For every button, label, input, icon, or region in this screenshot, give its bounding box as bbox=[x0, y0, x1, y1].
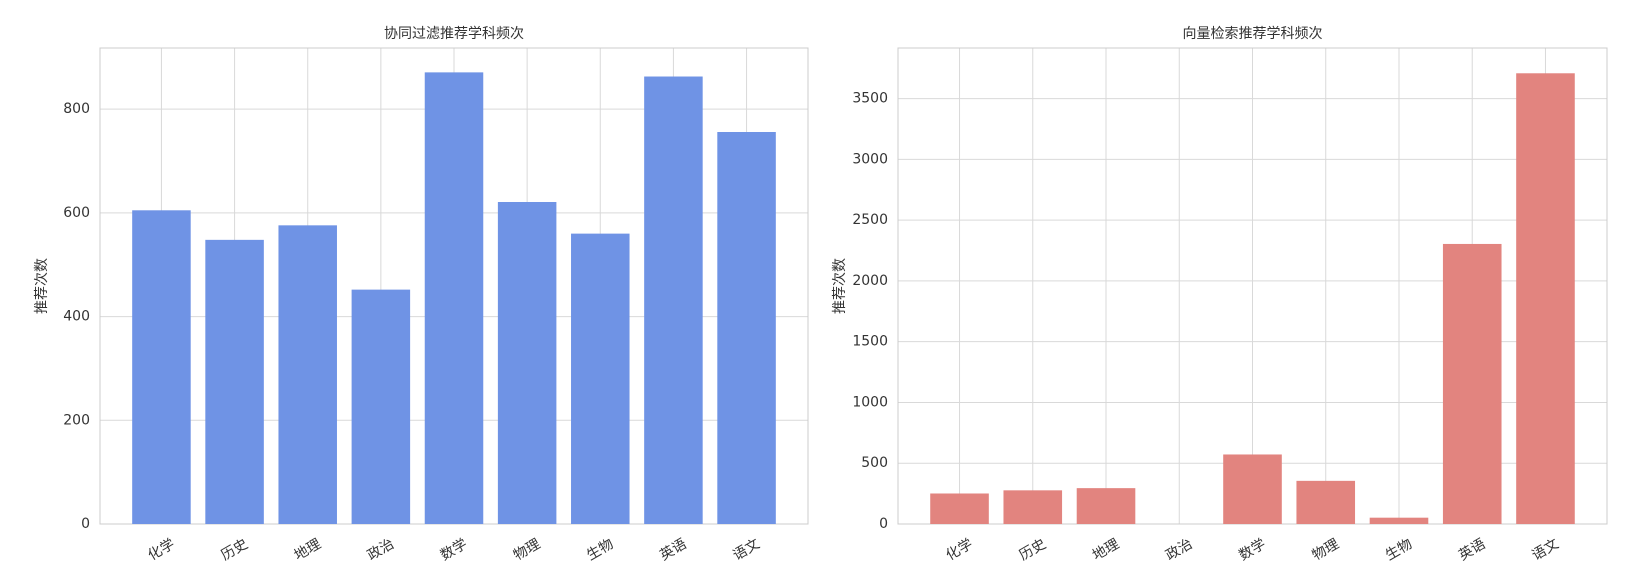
x-tick-label: 政治 bbox=[365, 536, 397, 564]
bar bbox=[205, 239, 264, 524]
y-tick-label: 400 bbox=[63, 309, 90, 325]
x-tick-label: 语文 bbox=[1529, 536, 1561, 564]
y-tick-label: 800 bbox=[63, 101, 90, 117]
chart-title: 协同过滤推荐学科频次 bbox=[384, 26, 524, 42]
y-tick-label: 200 bbox=[63, 412, 90, 428]
bar bbox=[278, 225, 337, 525]
x-tick-label: 化学 bbox=[145, 536, 177, 564]
bar bbox=[424, 72, 484, 525]
x-tick-label: 物理 bbox=[1310, 536, 1342, 564]
x-tick-label: 数学 bbox=[1236, 536, 1268, 564]
x-tick-label: 语文 bbox=[730, 536, 762, 564]
y-tick-label: 600 bbox=[63, 205, 90, 221]
x-tick-label: 历史 bbox=[1017, 536, 1049, 564]
x-tick-label: 地理 bbox=[292, 536, 324, 564]
bar bbox=[1296, 480, 1356, 524]
bar bbox=[717, 132, 776, 524]
y-tick-label: 2000 bbox=[852, 273, 888, 289]
bar bbox=[571, 233, 630, 524]
y-tick-label: 0 bbox=[81, 516, 90, 532]
x-tick-label: 物理 bbox=[511, 536, 543, 564]
x-tick-label: 英语 bbox=[1456, 535, 1489, 564]
y-tick-label: 3500 bbox=[852, 91, 888, 107]
bar bbox=[1223, 454, 1282, 524]
bar bbox=[1076, 488, 1136, 524]
y-axis-label: 推荐次数 bbox=[34, 258, 50, 314]
bar bbox=[930, 493, 989, 524]
y-tick-label: 3000 bbox=[852, 151, 888, 167]
x-tick-label: 数学 bbox=[438, 536, 470, 564]
bar bbox=[1442, 243, 1502, 524]
bar bbox=[132, 210, 191, 524]
y-tick-label: 500 bbox=[861, 455, 888, 471]
y-tick-label: 1000 bbox=[852, 394, 888, 410]
bar bbox=[644, 76, 703, 524]
x-tick-label: 生物 bbox=[1383, 536, 1415, 564]
x-tick-label: 英语 bbox=[657, 535, 690, 564]
x-tick-label: 历史 bbox=[218, 536, 250, 564]
bar bbox=[1003, 490, 1063, 524]
y-tick-label: 1500 bbox=[852, 334, 888, 350]
x-tick-label: 生物 bbox=[584, 536, 616, 564]
bar bbox=[497, 202, 557, 524]
bar bbox=[351, 289, 411, 524]
y-tick-label: 0 bbox=[879, 516, 888, 532]
y-tick-label: 2500 bbox=[852, 212, 888, 228]
x-tick-label: 化学 bbox=[943, 536, 975, 564]
x-tick-label: 地理 bbox=[1090, 536, 1122, 564]
bar bbox=[1516, 73, 1575, 524]
bar bbox=[1369, 517, 1429, 524]
y-axis-label: 推荐次数 bbox=[832, 258, 848, 314]
x-tick-label: 政治 bbox=[1163, 536, 1195, 564]
chart-title: 向量检索推荐学科频次 bbox=[1183, 25, 1323, 42]
